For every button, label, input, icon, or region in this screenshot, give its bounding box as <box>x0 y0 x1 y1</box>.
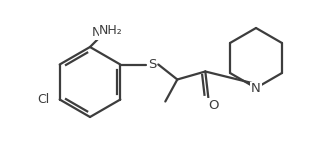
Text: S: S <box>148 58 157 71</box>
Text: Cl: Cl <box>37 93 50 106</box>
Text: O: O <box>208 99 218 112</box>
Text: NH₂: NH₂ <box>99 24 123 38</box>
Text: NH₂: NH₂ <box>92 27 116 40</box>
Text: N: N <box>251 82 261 95</box>
